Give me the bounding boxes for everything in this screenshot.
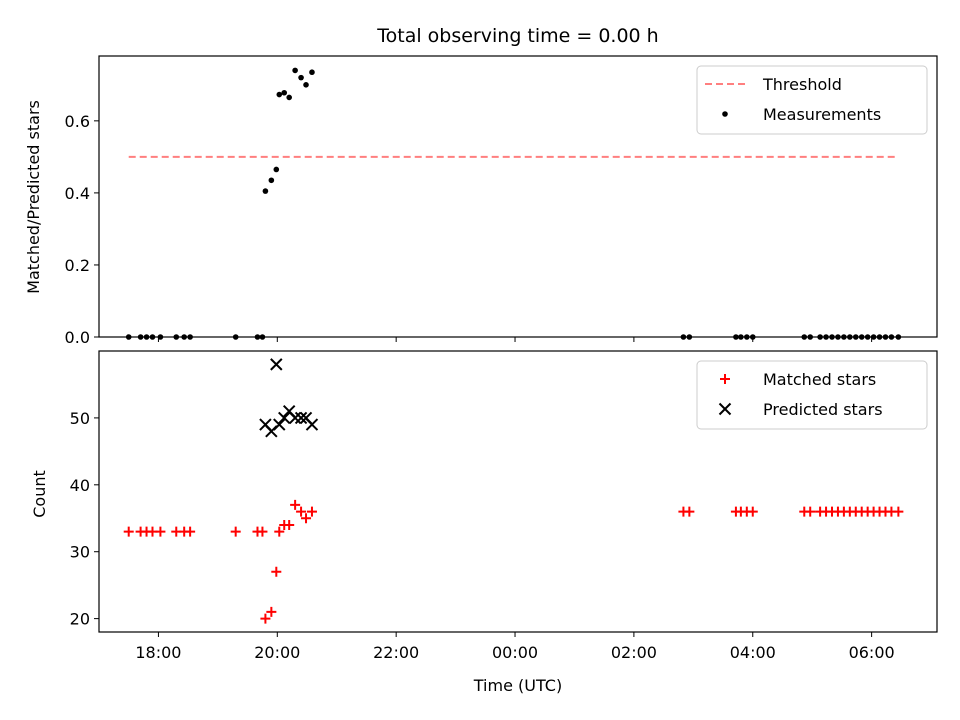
predicted-stars-point [305, 418, 319, 431]
matched-stars-point [684, 506, 695, 517]
measurements-point [262, 188, 269, 194]
legend-label: Threshold [762, 75, 842, 94]
measurements-point [286, 94, 292, 101]
chart-title: Total observing time = 0.00 h [376, 25, 658, 47]
matched-stars-point [230, 526, 241, 537]
x-tick-label: 06:00 [849, 643, 895, 662]
bottom-legend: Matched stars Predicted stars [696, 360, 928, 430]
matched-stars-point [123, 526, 134, 537]
matched-stars-point [155, 526, 166, 537]
legend-measurements-swatch [722, 111, 728, 117]
matched-stars-point [257, 526, 268, 537]
bottom-y-tick-label: 30 [70, 543, 90, 562]
matched-stars-point [284, 519, 295, 530]
matched-stars-point [747, 506, 758, 517]
legend-label: Measurements [763, 105, 881, 124]
measurements-point [273, 166, 280, 173]
measurements-point [268, 177, 275, 184]
measurements-point [303, 82, 309, 88]
top-y-axis-label: Matched/Predicted stars [24, 100, 43, 294]
top-y-tick-label: 0.6 [65, 112, 90, 131]
matched-stars-point [296, 506, 307, 517]
x-tick-label: 18:00 [135, 643, 181, 662]
top-y-tick-label: 0.0 [65, 328, 90, 347]
legend-label: Predicted stars [763, 400, 883, 419]
matched-stars-point [266, 606, 277, 617]
x-tick-label: 00:00 [492, 643, 538, 662]
top-legend-box [696, 65, 928, 135]
matched-stars-point [805, 506, 816, 517]
legend-label: Matched stars [763, 370, 876, 389]
matched-stars-point [271, 566, 282, 577]
matched-stars-point [290, 499, 301, 510]
bottom-y-tick-label: 50 [70, 409, 90, 428]
top-legend: Threshold Measurements [696, 65, 928, 135]
measurements-point [281, 89, 288, 96]
x-tick-label: 22:00 [373, 643, 419, 662]
bottom-axes-frame [98, 350, 938, 633]
predicted-stars-point [273, 418, 286, 431]
x-tick-label: 02:00 [611, 643, 657, 662]
measurements-point [309, 69, 315, 76]
x-axis-label: Time (UTC) [473, 676, 562, 695]
bottom-panel: 20 30 40 50 18:00 20:00 22:00 00:00 02:00 04:00 06… [70, 350, 938, 662]
bottom-y-tick-label: 20 [70, 610, 90, 629]
top-y-tick-label: 0.2 [65, 256, 90, 275]
predicted-stars-point [294, 411, 308, 425]
matched-stars-point [301, 513, 312, 524]
legend-predicted-swatch [718, 402, 732, 416]
bottom-y-tick-label: 40 [70, 476, 90, 495]
top-y-tick-label: 0.4 [65, 184, 90, 203]
predicted-stars-point [278, 411, 291, 425]
measurements-point [292, 67, 298, 74]
matched-stars-point [274, 526, 285, 537]
bottom-y-axis-label: Count [30, 470, 49, 518]
matched-stars-point [306, 506, 317, 517]
measurements-point [298, 74, 304, 81]
predicted-stars-point [270, 358, 283, 371]
measurements-point [276, 91, 283, 98]
top-axes-frame [98, 55, 938, 338]
matched-stars-point [893, 506, 904, 517]
top-panel: 0.0 0.2 0.4 0.6 Threshold Measurements [65, 55, 938, 347]
matched-stars-point [260, 613, 271, 624]
legend-matched-swatch [720, 374, 730, 384]
x-tick-label: 20:00 [254, 643, 300, 662]
x-tick-label: 04:00 [730, 643, 776, 662]
matched-stars-point [185, 526, 196, 537]
bottom-legend-box [696, 360, 928, 430]
